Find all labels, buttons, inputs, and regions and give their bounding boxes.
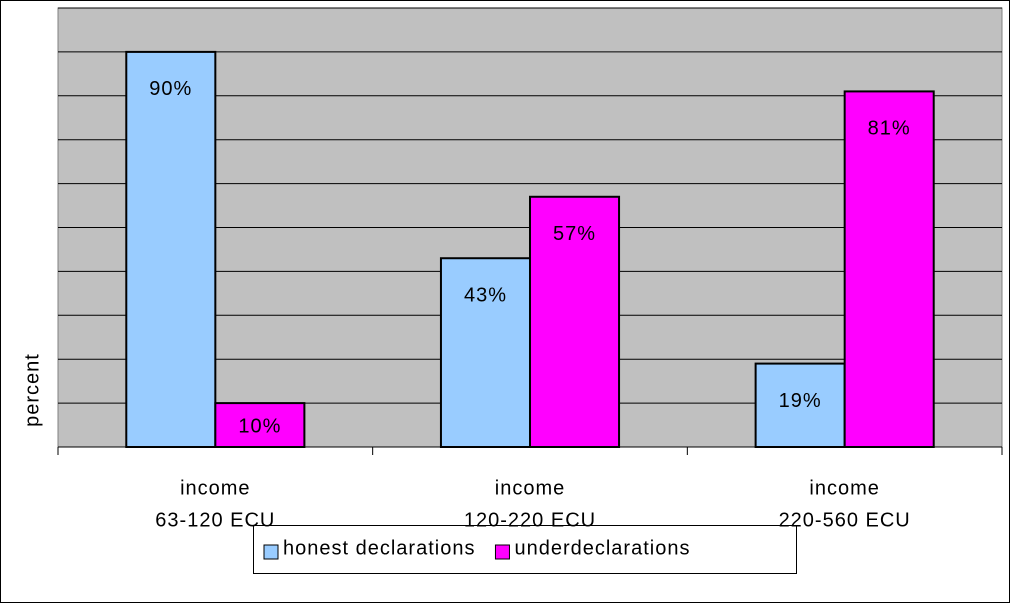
value-label: 81% (868, 118, 911, 140)
bar (529, 195, 621, 448)
x-tick-label: income (809, 477, 879, 499)
value-label: 57% (553, 223, 596, 245)
value-label: 10% (238, 415, 281, 437)
value-label: 90% (149, 78, 192, 100)
x-tick-label: 220-560 ECU (779, 509, 911, 531)
x-tick-label: income (495, 477, 565, 499)
legend-swatch (263, 544, 279, 560)
x-tick-label: 63-120 ECU (155, 509, 275, 531)
y-axis-label: percent (21, 353, 43, 427)
bar (843, 90, 935, 448)
legend-label: honest declarations (283, 537, 475, 559)
x-tick-label: 120-220 ECU (464, 509, 596, 531)
bar (754, 362, 846, 448)
bar (439, 257, 532, 449)
x-tick-label: income (180, 477, 250, 499)
value-label: 19% (779, 390, 822, 412)
bar (125, 50, 217, 449)
bar (214, 402, 306, 449)
legend-swatch (494, 544, 510, 560)
legend (253, 525, 797, 574)
value-label: 43% (464, 285, 507, 307)
legend-label: underdeclarations (514, 537, 690, 559)
